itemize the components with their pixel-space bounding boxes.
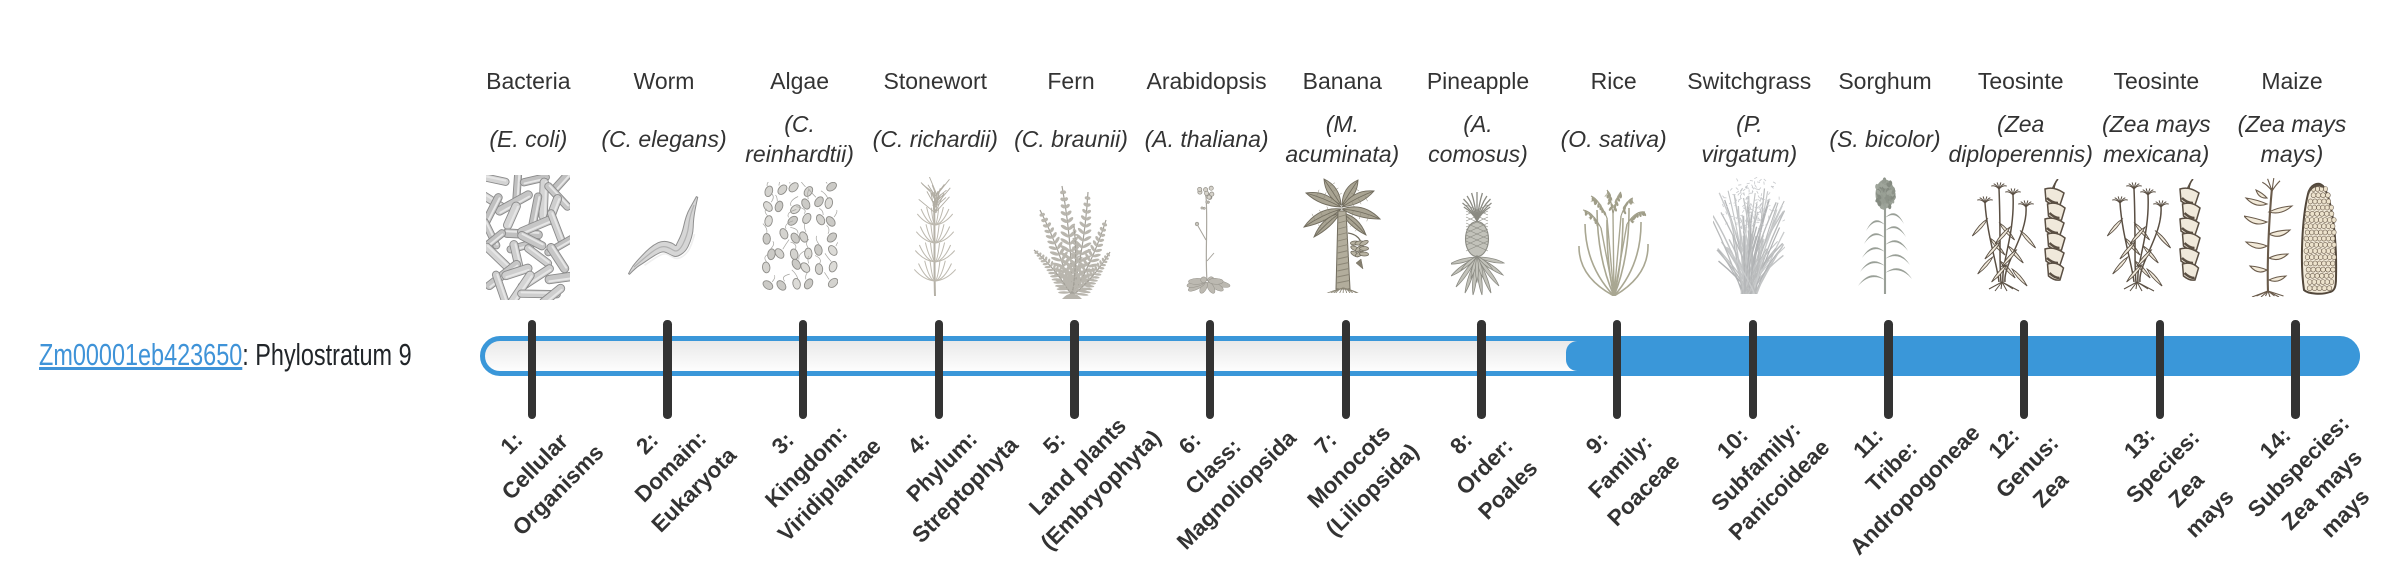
svg-text:13:Species:Zeamays: 13:Species:Zeamays [2098,402,2251,555]
svg-text:14:Subspecies:Zea maysmays: 14:Subspecies:Zea maysmays [2219,387,2400,568]
svg-text:12:Genus:Zea: 12:Genus:Zea [1968,407,2087,526]
svg-text:5:Land plants(Embryophyta): 5:Land plants(Embryophyta) [989,378,1166,555]
svg-text:6:Class:Magnoliopsida: 6:Class:Magnoliopsida [1125,378,1301,554]
svg-text:2:Domain:Eukaryota: 2:Domain:Eukaryota [600,396,742,538]
svg-text:8:Order:Poales: 8:Order:Poales [1427,409,1543,525]
svg-text:10:Subfamily:Panicoideae: 10:Subfamily:Panicoideae [1677,388,1834,545]
svg-text:1:CellularOrganisms: 1:CellularOrganisms [461,393,608,540]
svg-text:4:Phylum:Streptophyta: 4:Phylum:Streptophyta [861,385,1024,548]
svg-text:11:Tribe:Andropogoneae: 11:Tribe:Andropogoneae [1798,373,1984,559]
svg-text:3:Kingdom:Viridiplantae: 3:Kingdom:Viridiplantae [726,387,886,547]
svg-text:7:Monocots(Liliopsida): 7:Monocots(Liliopsida) [1274,392,1423,541]
svg-text:9:Family:Poaceae: 9:Family:Poaceae [1556,402,1685,531]
